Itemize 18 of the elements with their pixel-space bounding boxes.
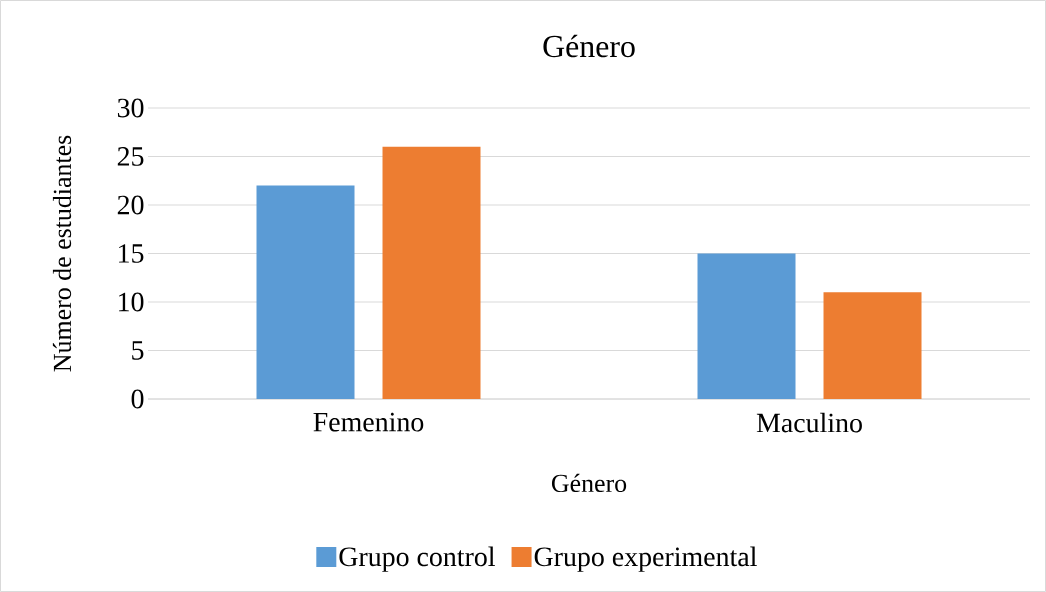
y-tick-label: 10 bbox=[119, 292, 144, 312]
bar bbox=[256, 185, 355, 399]
legend-label: Grupo experimental bbox=[534, 546, 757, 572]
y-tick-label: 15 bbox=[119, 244, 144, 263]
x-tick-label: Maculino bbox=[756, 412, 862, 433]
y-tick-label: 20 bbox=[117, 195, 144, 215]
y-tick-label: 0 bbox=[131, 389, 144, 409]
chart-title: Género bbox=[543, 34, 635, 58]
legend-label: Grupo control bbox=[339, 546, 495, 572]
x-axis-title: Género bbox=[551, 473, 627, 493]
y-tick-label: 30 bbox=[117, 98, 144, 118]
bar bbox=[823, 292, 922, 399]
bar bbox=[697, 253, 796, 399]
x-tick-label: Femenino bbox=[313, 412, 424, 432]
bar bbox=[382, 146, 481, 399]
y-tick-label: 25 bbox=[117, 147, 144, 166]
y-tick-label: 5 bbox=[132, 341, 144, 360]
y-axis-title: Número de estudiantes bbox=[52, 135, 72, 372]
